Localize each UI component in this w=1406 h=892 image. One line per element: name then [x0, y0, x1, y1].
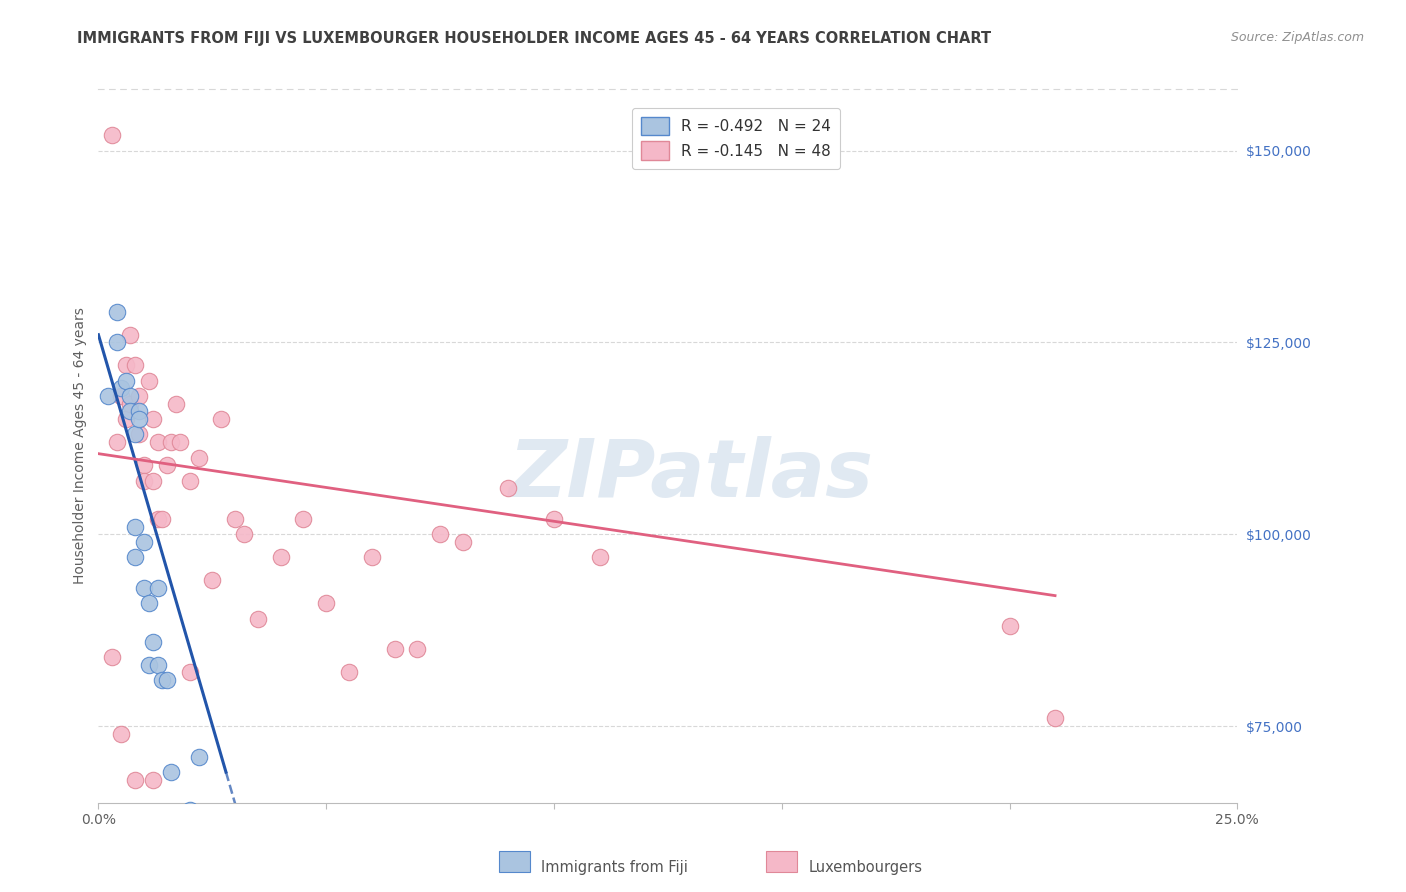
Point [132, 535, 155, 549]
Point [451, 535, 474, 549]
Point [138, 374, 160, 388]
Point [96, 389, 118, 403]
Point [543, 512, 565, 526]
Point [209, 412, 232, 426]
Point [150, 512, 173, 526]
Point [337, 665, 360, 680]
Point [292, 512, 315, 526]
Point [138, 657, 160, 672]
Point [146, 657, 169, 672]
Point [201, 574, 224, 588]
Point [128, 404, 150, 418]
Point [384, 642, 406, 657]
Point [187, 450, 209, 465]
Text: ZIPatlas: ZIPatlas [508, 435, 873, 514]
Point [142, 474, 165, 488]
Point [132, 581, 155, 595]
Point [179, 804, 201, 818]
Point [315, 596, 337, 610]
Point [360, 550, 382, 565]
Point [120, 397, 142, 411]
Point [132, 474, 155, 488]
Point [105, 435, 128, 450]
Point [128, 412, 150, 426]
Point [142, 412, 165, 426]
Point [498, 481, 520, 495]
Point [101, 128, 124, 143]
Point [101, 650, 124, 665]
Point [114, 412, 136, 426]
Point [114, 374, 136, 388]
Point [179, 474, 201, 488]
Point [146, 435, 169, 450]
Legend: R = -0.492   N = 24, R = -0.145   N = 48: R = -0.492 N = 24, R = -0.145 N = 48 [633, 108, 841, 169]
Point [124, 359, 146, 373]
Point [179, 665, 201, 680]
Point [128, 427, 150, 442]
Point [1043, 711, 1066, 725]
Point [246, 612, 269, 626]
Point [110, 389, 132, 403]
Point [429, 527, 451, 541]
Point [128, 389, 150, 403]
Point [120, 389, 142, 403]
Point [124, 772, 146, 787]
Point [169, 435, 191, 450]
Point [588, 550, 610, 565]
Point [156, 673, 179, 687]
Text: Luxembourgers: Luxembourgers [808, 860, 922, 874]
Point [998, 619, 1021, 633]
Text: IMMIGRANTS FROM FIJI VS LUXEMBOURGER HOUSEHOLDER INCOME AGES 45 - 64 YEARS CORRE: IMMIGRANTS FROM FIJI VS LUXEMBOURGER HOU… [77, 31, 991, 46]
Point [110, 381, 132, 395]
Point [105, 304, 128, 318]
Point [124, 519, 146, 533]
Point [150, 673, 173, 687]
Point [120, 404, 142, 418]
Point [110, 727, 132, 741]
Point [142, 772, 165, 787]
Text: Source: ZipAtlas.com: Source: ZipAtlas.com [1230, 31, 1364, 45]
Point [160, 435, 183, 450]
Point [156, 458, 179, 473]
Point [160, 765, 183, 780]
Point [105, 335, 128, 350]
Point [165, 397, 187, 411]
Point [146, 512, 169, 526]
Text: Immigrants from Fiji: Immigrants from Fiji [541, 860, 688, 874]
Point [224, 512, 246, 526]
Point [132, 458, 155, 473]
Point [233, 527, 256, 541]
Point [270, 550, 292, 565]
Point [120, 327, 142, 342]
Point [124, 550, 146, 565]
Point [138, 596, 160, 610]
Point [146, 581, 169, 595]
Y-axis label: Householder Income Ages 45 - 64 years: Householder Income Ages 45 - 64 years [73, 308, 87, 584]
Point [406, 642, 429, 657]
Point [124, 427, 146, 442]
Point [187, 749, 209, 764]
Point [142, 634, 165, 648]
Point [114, 359, 136, 373]
